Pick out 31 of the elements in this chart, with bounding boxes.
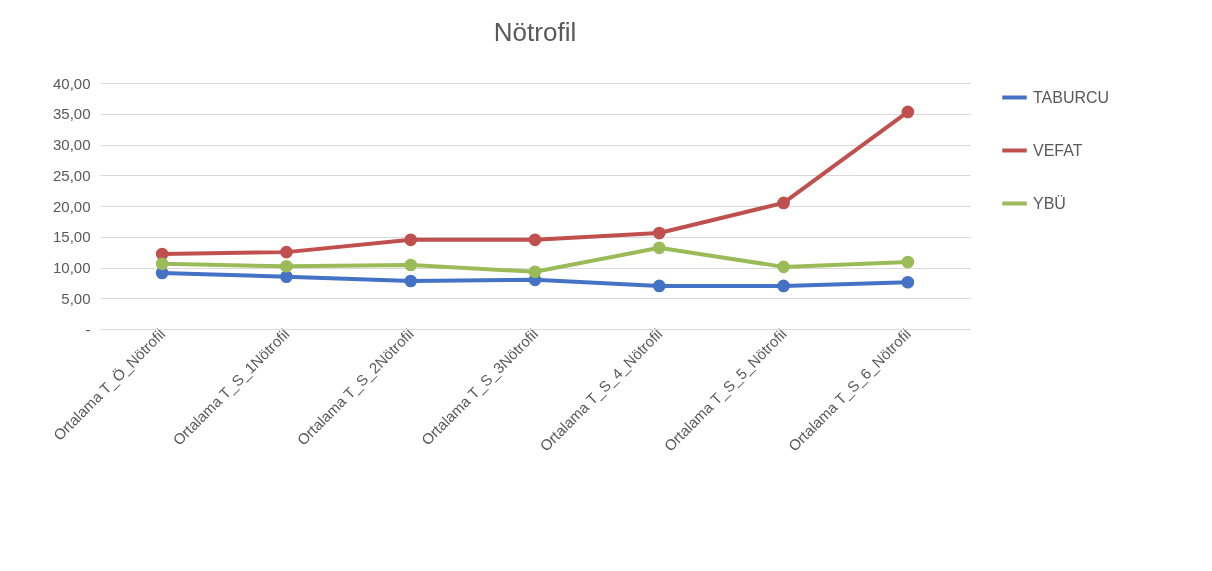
point [652,279,666,293]
point [777,279,790,293]
y-tick-label: 40,00 [52,74,91,92]
point [652,226,666,240]
y-tick-label: 35,00 [52,105,91,123]
legend-label: TABURCU [1033,88,1110,106]
legend-label: VEFAT [1033,141,1083,159]
y-tick-label: 20,00 [52,197,91,215]
point [404,274,418,288]
point [777,260,790,274]
y-tick-label: 10,00 [52,259,91,276]
y-tick-label: - [85,320,91,338]
point [652,241,666,255]
point [528,233,542,247]
point [528,265,542,279]
y-tick-label: 30,00 [52,136,91,153]
point [155,257,169,271]
y-tick-label: 15,00 [52,228,91,246]
point [777,196,790,210]
point [404,258,418,272]
legend-label: YBÜ [1033,194,1066,212]
chart-title: Nötrofil [493,17,577,47]
point [901,255,915,269]
y-tick-label: 25,00 [52,166,91,184]
point [404,233,418,247]
point [901,275,915,289]
point [280,245,293,259]
y-tick-label: 5,00 [61,289,91,307]
point [901,105,915,119]
point [280,259,293,273]
point [280,270,293,284]
